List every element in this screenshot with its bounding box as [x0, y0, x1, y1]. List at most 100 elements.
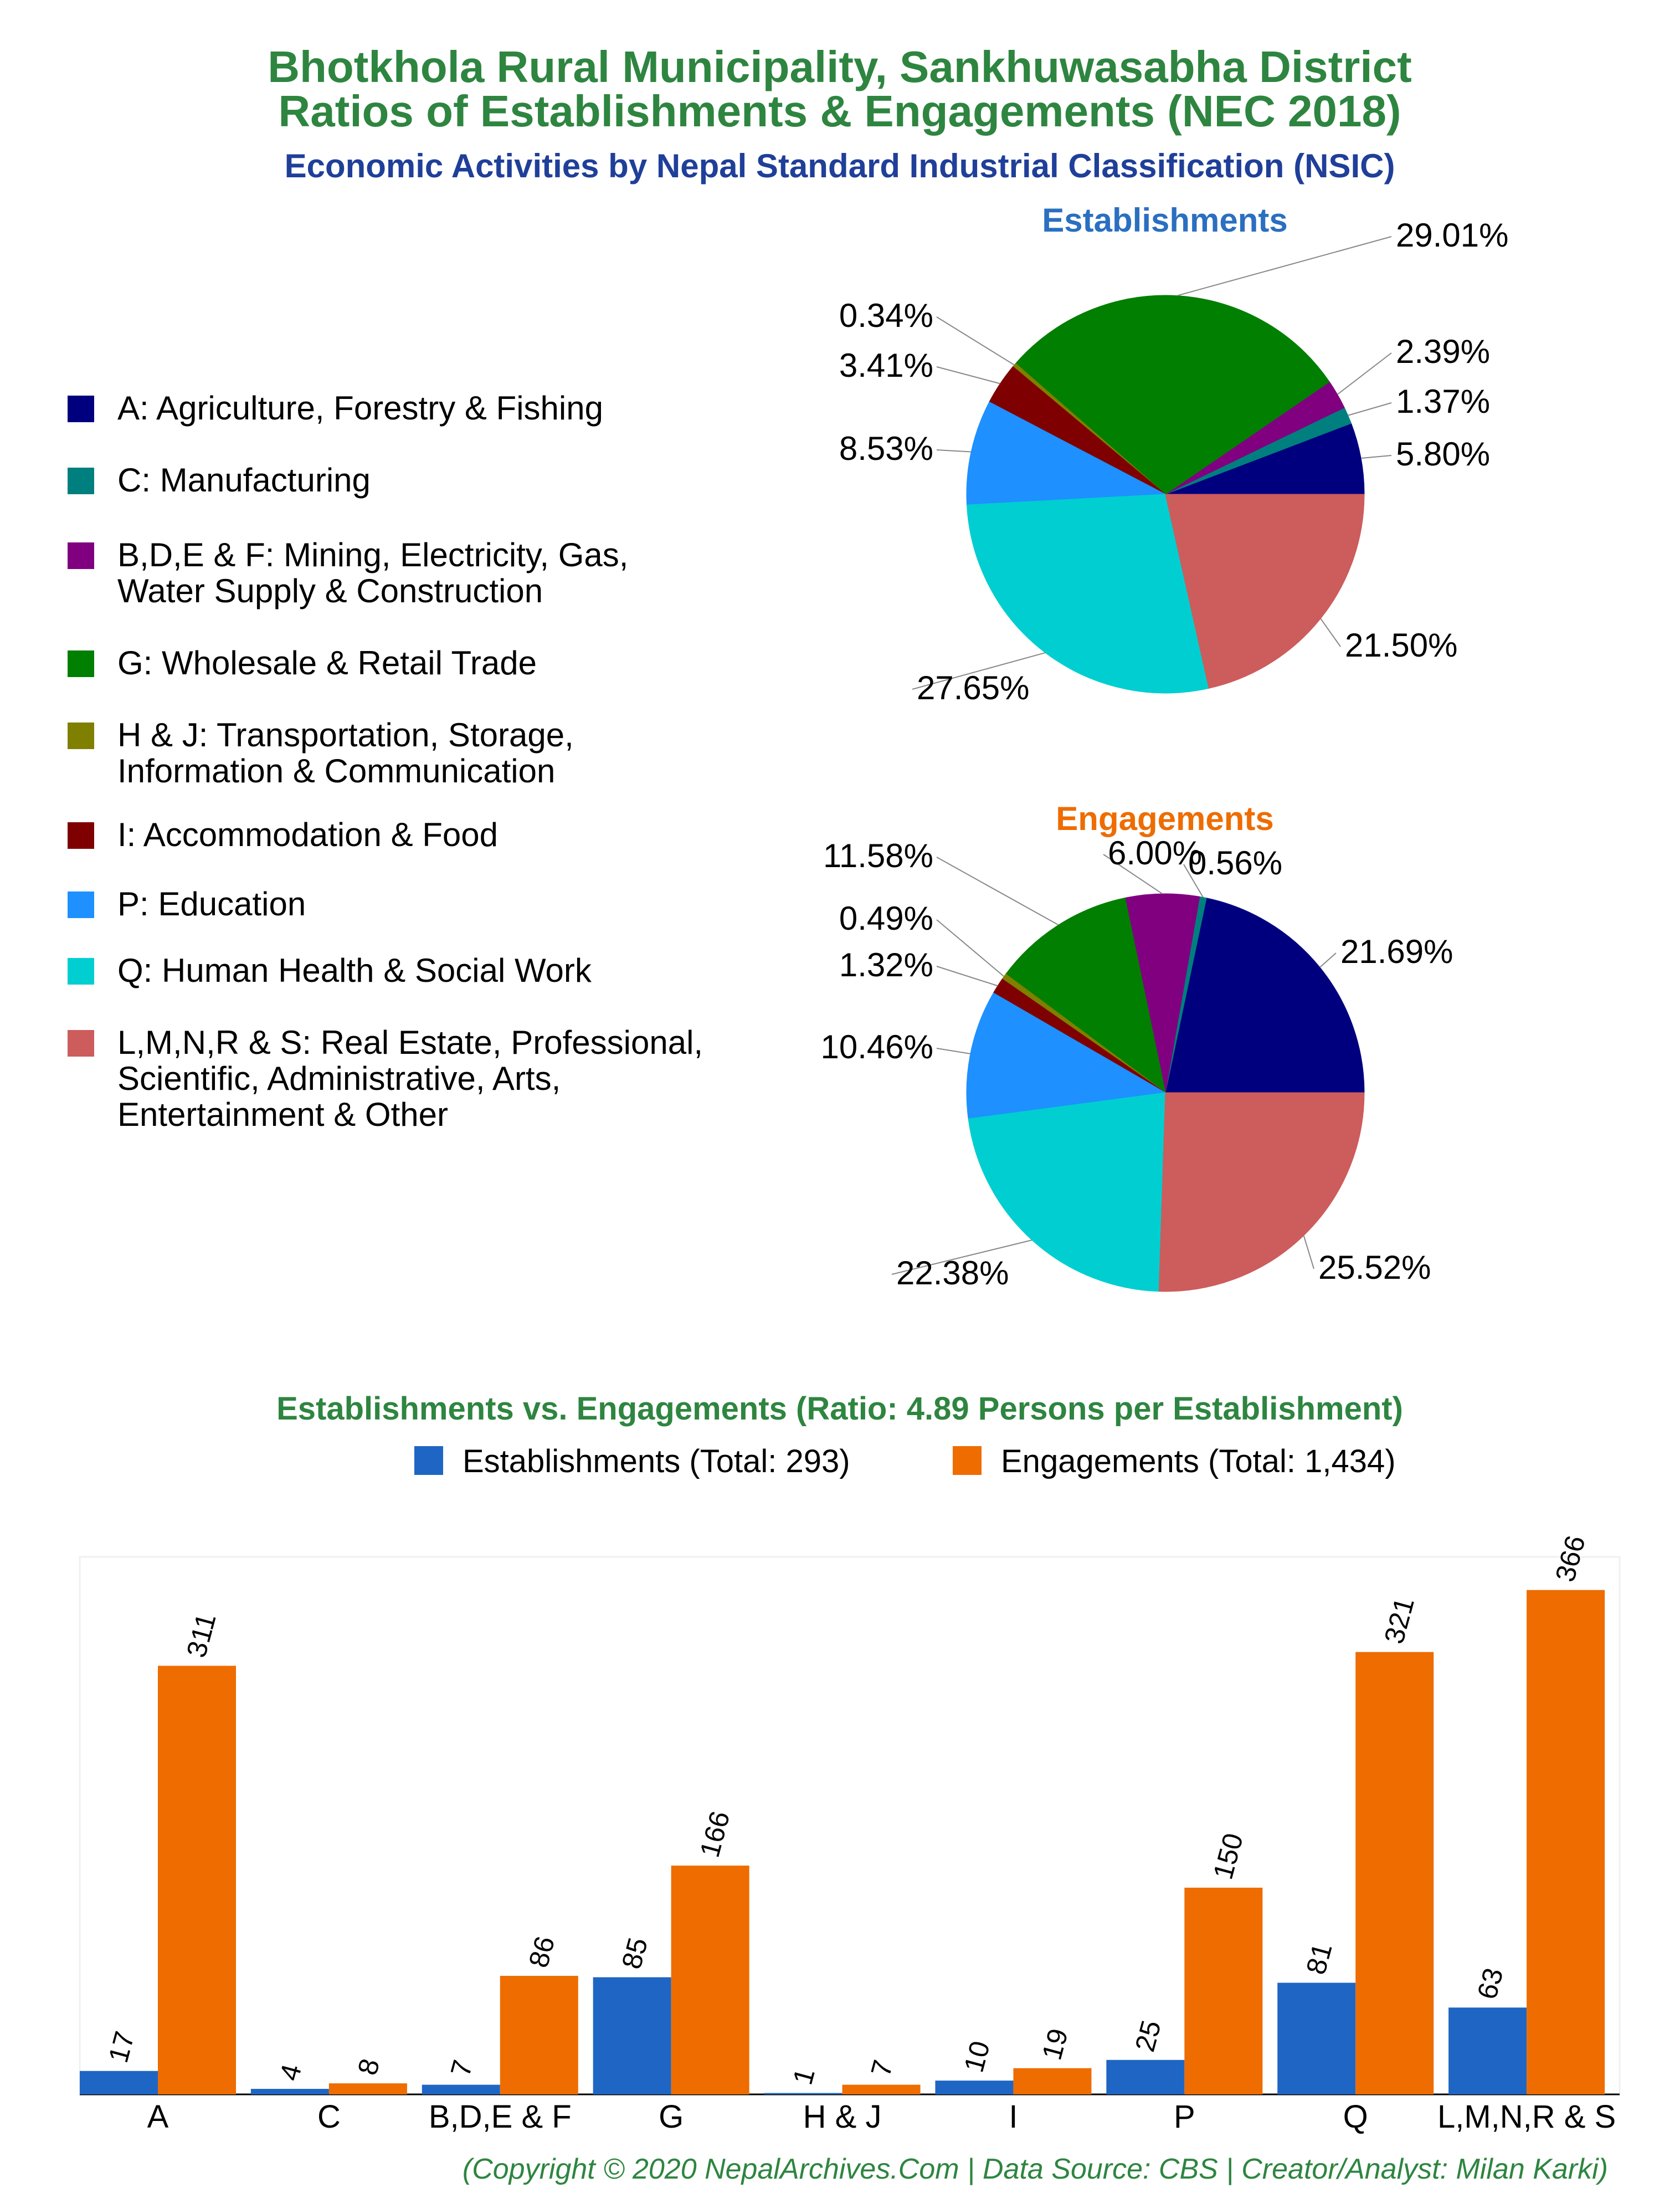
- legend-label: B,D,E & F: Mining, Electricity, Gas,: [117, 536, 628, 573]
- pie-label-l-m-n-r-s: 21.50%: [1345, 627, 1458, 664]
- pie-label-h-j: 0.49%: [839, 900, 933, 937]
- bar-establishments-q: [1277, 1982, 1356, 2094]
- pie-leader-line: [1183, 864, 1204, 898]
- x-tick-label: C: [317, 2099, 341, 2135]
- pie-slice-a: [1165, 423, 1365, 495]
- x-tick-label: A: [147, 2099, 169, 2135]
- pie-slice-q: [966, 494, 1209, 694]
- pie-label-a: 21.69%: [1340, 933, 1453, 970]
- legend-label: Entertainment & Other: [117, 1096, 448, 1133]
- pie-slice-l-m-n-r-s: [1165, 494, 1365, 689]
- pie-leader-line: [936, 316, 1015, 366]
- legend-swatch-establishments: [414, 1446, 443, 1475]
- pie-label-g: 11.58%: [823, 837, 933, 874]
- legend-label-establishments: Establishments (Total: 293): [463, 1443, 850, 1479]
- x-tick-label: L,M,N,R & S: [1437, 2099, 1616, 2135]
- x-tick-label: B,D,E & F: [429, 2099, 572, 2135]
- bar-engagements-h-j: [842, 2084, 921, 2094]
- bar-establishments-h-j: [764, 2093, 842, 2094]
- legend-label: C: Manufacturing: [117, 462, 371, 499]
- establishments-pie-title: Establishments: [1042, 202, 1287, 239]
- legend-label: L,M,N,R & S: Real Estate, Professional,: [117, 1024, 703, 1061]
- legend-swatch-engagements: [953, 1446, 982, 1475]
- x-tick-label: I: [1009, 2099, 1018, 2135]
- bar-establishments-g: [593, 1977, 671, 2094]
- bar-engagements-i: [1013, 2068, 1092, 2094]
- pie-leader-line: [912, 652, 1046, 690]
- legend-swatch-0: [68, 396, 94, 422]
- pie-label-c: 0.56%: [1188, 844, 1282, 882]
- pie-leader-line: [936, 1048, 971, 1054]
- pie-leader-line: [1103, 854, 1163, 894]
- pie-leader-line: [936, 966, 998, 987]
- pie-slice-l-m-n-r-s: [1158, 1092, 1365, 1292]
- legend-swatch-5: [68, 822, 94, 849]
- pie-leader-line: [1303, 1235, 1314, 1269]
- pie-slice-b-d-e-f: [1124, 893, 1200, 1093]
- bar-establishments-b-d-e-f: [422, 2084, 500, 2094]
- legend-label: H & J: Transportation, Storage,: [117, 716, 574, 754]
- legend-label: Q: Human Health & Social Work: [117, 952, 592, 989]
- pie-label-g: 29.01%: [1396, 217, 1509, 254]
- pie-slice-p: [966, 401, 1167, 505]
- pie-label-i: 1.32%: [839, 946, 933, 983]
- bar-engagements-q: [1355, 1652, 1434, 2094]
- pie-leader-line: [1320, 618, 1341, 647]
- chart-title-line-1: Bhotkhola Rural Municipality, Sankhuwasa…: [268, 42, 1412, 91]
- pie-label-q: 22.38%: [896, 1254, 1009, 1292]
- legend-label-engagements: Engagements (Total: 1,434): [1001, 1443, 1396, 1479]
- pie-label-q: 27.65%: [917, 669, 1030, 706]
- legend-swatch-1: [68, 468, 94, 494]
- pie-leader-line: [1337, 352, 1392, 395]
- legend-label: Scientific, Administrative, Arts,: [117, 1060, 561, 1097]
- pie-slice-g: [1005, 897, 1166, 1094]
- pie-slice-a: [1165, 898, 1365, 1093]
- pie-leader-line: [1319, 952, 1337, 968]
- pie-leader-line: [936, 366, 1000, 385]
- bar-chart-title: Establishments vs. Engagements (Ratio: 4…: [276, 1391, 1403, 1427]
- pie-label-h-j: 0.34%: [839, 297, 933, 334]
- legend-label: P: Education: [117, 885, 306, 923]
- pie-label-i: 3.41%: [839, 347, 933, 384]
- footer-copyright: (Copyright © 2020 NepalArchives.Com | Da…: [463, 2153, 1608, 2185]
- pie-label-p: 8.53%: [839, 430, 933, 467]
- pie-label-c: 1.37%: [1396, 383, 1490, 420]
- legend-swatch-2: [68, 542, 94, 569]
- bar-establishments-l-m-n-r-s: [1448, 2007, 1527, 2094]
- bar-engagements-c: [328, 2083, 407, 2094]
- bar-engagements-g: [671, 1866, 749, 2094]
- establishments-pie: 5.80% 1.37% 2.39% 29.01% 0.34% 3.41% 8.53% 27.6…: [839, 217, 1509, 706]
- legend-label: A: Agriculture, Forestry & Fishing: [117, 390, 603, 427]
- x-tick-label: Q: [1343, 2099, 1368, 2135]
- pie-leader-line: [1348, 402, 1392, 416]
- bar-establishments-c: [250, 2089, 329, 2094]
- bar-engagements-p: [1184, 1887, 1263, 2094]
- pie-label-p: 10.46%: [821, 1028, 934, 1065]
- legend-swatch-8: [68, 1030, 94, 1057]
- pie-leader-line: [1176, 236, 1392, 296]
- legend-swatch-3: [68, 650, 94, 677]
- bar-establishments-i: [935, 2081, 1014, 2094]
- pie-leader-line: [891, 1239, 1032, 1275]
- legend-label: Information & Communication: [117, 752, 555, 790]
- legend-label: Water Supply & Construction: [117, 572, 543, 609]
- x-tick-label: H & J: [803, 2099, 882, 2135]
- legend-label: G: Wholesale & Retail Trade: [117, 644, 537, 682]
- bar-establishments-p: [1106, 2059, 1185, 2094]
- x-tick-label: P: [1174, 2099, 1195, 2135]
- legend-swatch-6: [68, 891, 94, 918]
- legend-label: I: Accommodation & Food: [117, 816, 498, 853]
- legend-swatch-4: [68, 723, 94, 749]
- bar-establishments-a: [80, 2071, 158, 2094]
- pie-label-a: 5.80%: [1396, 435, 1490, 473]
- pie-label-b-d-e-f: 2.39%: [1396, 333, 1490, 370]
- pie-leader-line: [1360, 455, 1392, 459]
- pie-label-b-d-e-f: 6.00%: [1108, 834, 1202, 872]
- pie-leader-line: [936, 857, 1059, 926]
- bar-engagements-a: [158, 1666, 236, 2094]
- bar-engagements-b-d-e-f: [500, 1976, 578, 2094]
- pie-leader-line: [936, 449, 972, 453]
- pie-leader-line: [936, 919, 1005, 977]
